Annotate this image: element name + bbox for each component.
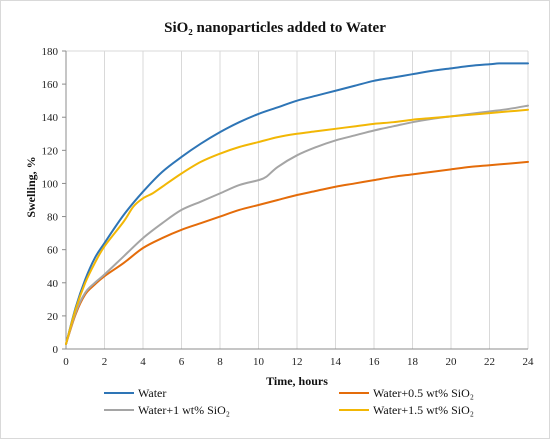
y-tick-label: 160 (42, 79, 59, 91)
x-tick-label: 16 (369, 356, 381, 368)
x-axis-title: Time, hours (266, 374, 328, 388)
y-tick-label: 20 (47, 311, 59, 323)
x-tick-label: 4 (140, 356, 146, 368)
legend-label: Water+1.5 wt% SiO₂ (373, 403, 474, 417)
x-tick-label: 2 (102, 356, 108, 368)
y-tick-label: 140 (42, 112, 59, 124)
chart-title: SiO₂ nanoparticles added to Water (164, 20, 386, 36)
series-line-2 (65, 160, 529, 346)
x-tick-label: 22 (484, 356, 495, 368)
x-tick-label: 18 (407, 356, 419, 368)
series-lines (65, 62, 529, 346)
y-tick-label: 60 (47, 245, 59, 257)
legend-label: Water (138, 386, 166, 400)
x-tick-label: 6 (179, 356, 185, 368)
x-tick-label: 24 (523, 356, 535, 368)
x-tick-label: 10 (253, 356, 265, 368)
x-tick-label: 12 (292, 356, 303, 368)
series-line-1 (65, 62, 529, 346)
y-tick-label: 0 (53, 344, 59, 356)
x-tick-label: 0 (63, 356, 69, 368)
x-tick-label: 8 (217, 356, 223, 368)
y-tick-label: 120 (42, 145, 59, 157)
x-tick-label: 14 (330, 356, 342, 368)
axes: 0 2 4 6 8 10 12 14 16 18 20 22 240204060801001201401… (42, 46, 535, 368)
y-axis-title: Swelling, % (24, 156, 38, 217)
y-tick-label: 180 (42, 46, 59, 58)
series-line-4 (65, 108, 529, 346)
legend-label: Water+0.5 wt% SiO₂ (373, 386, 474, 400)
legend: Water Water+0.5 wt% SiO₂ Water+1 wt% SiO₂ W… (104, 386, 474, 417)
y-tick-label: 80 (47, 212, 59, 224)
legend-label: Water+1 wt% SiO₂ (138, 403, 230, 417)
x-tick-label: 20 (446, 356, 458, 368)
y-tick-label: 40 (47, 278, 59, 290)
y-tick-label: 100 (42, 178, 59, 190)
